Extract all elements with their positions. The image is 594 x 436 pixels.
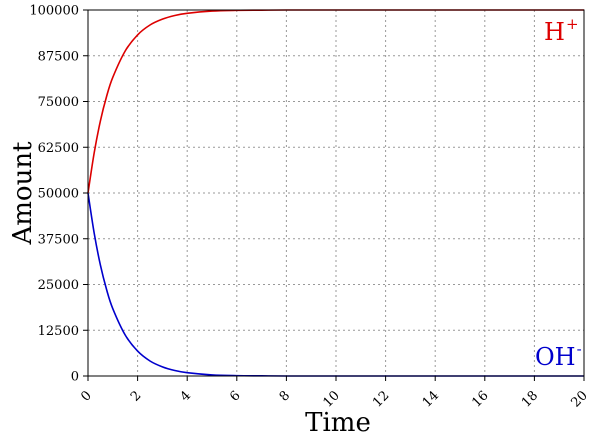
- x-tick-label: 16: [469, 388, 491, 410]
- x-tick-label: 20: [569, 388, 591, 410]
- x-tick-label: 4: [178, 388, 194, 404]
- series-label-oh-minus: OH-: [535, 340, 582, 371]
- x-tick-label: 14: [420, 388, 442, 410]
- y-tick-label: 50000: [38, 187, 79, 202]
- x-tick-label: 2: [128, 388, 144, 404]
- x-tick-label: 6: [227, 388, 243, 404]
- x-tick-label: 0: [78, 388, 94, 404]
- x-axis-title: Time: [305, 408, 371, 436]
- y-axis-title: Amount: [8, 141, 38, 246]
- x-tick-label: 12: [370, 388, 392, 410]
- y-tick-label: 100000: [29, 4, 79, 19]
- grid-lines: [88, 10, 584, 376]
- y-tick-label: 75000: [38, 95, 79, 110]
- x-axis-ticks: 0 2 4 6 8 10 12 14 16 18 20: [78, 376, 591, 411]
- series-label-superscript: -: [577, 340, 582, 358]
- y-tick-label: 0: [71, 370, 79, 385]
- y-tick-label: 37500: [38, 232, 79, 247]
- series-label-superscript: +: [566, 15, 579, 33]
- x-tick-label: 8: [277, 388, 293, 404]
- y-axis-ticks: 0 12500 25000 37500 50000 62500 75000 87500 1000…: [29, 4, 88, 385]
- y-tick-label: 12500: [38, 324, 79, 339]
- y-tick-label: 62500: [38, 141, 79, 156]
- x-tick-label: 18: [519, 388, 541, 410]
- series-label-h-plus: H+: [544, 15, 579, 46]
- y-tick-label: 87500: [38, 49, 79, 64]
- y-tick-label: 25000: [38, 278, 79, 293]
- series-labels: H+ OH-: [535, 15, 582, 371]
